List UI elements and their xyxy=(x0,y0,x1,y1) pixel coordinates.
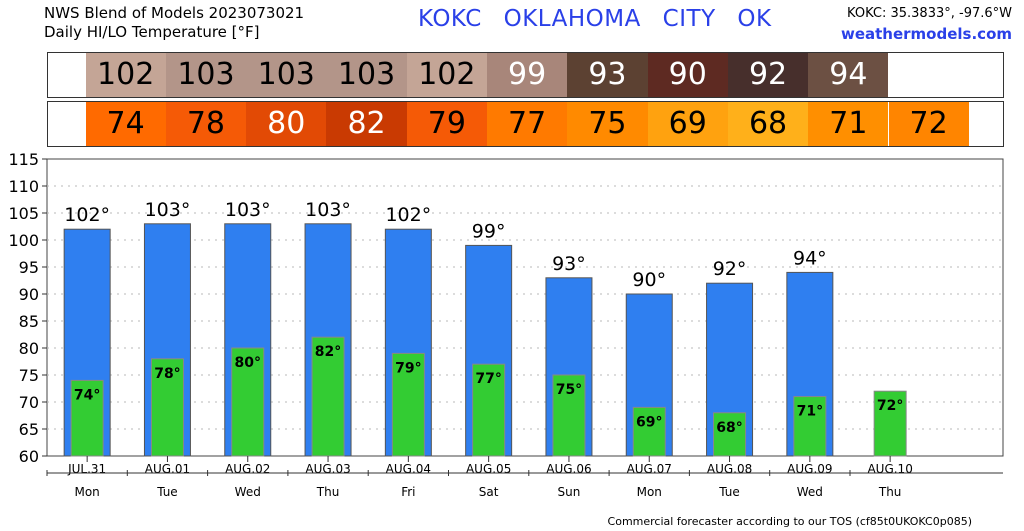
hi-strip-cell: 103 xyxy=(326,53,407,97)
y-tick-label: 100 xyxy=(8,231,39,250)
plot-area xyxy=(46,158,1004,457)
lo-data-label: 75° xyxy=(556,382,582,398)
lo-bar xyxy=(552,374,586,457)
x-tick-label: AUG.03 xyxy=(305,462,350,476)
lo-bar xyxy=(231,347,265,457)
hi-strip-cell: 103 xyxy=(165,53,247,97)
lo-bar xyxy=(150,358,184,457)
x-tick-label: AUG.01 xyxy=(145,462,190,476)
hi-strip-cell: 92 xyxy=(727,53,809,97)
y-tick-label: 115 xyxy=(8,150,39,169)
site-link[interactable]: weathermodels.com xyxy=(840,25,1012,43)
x-day-label: Fri xyxy=(401,485,415,499)
hi-strip-cell: 90 xyxy=(647,53,728,97)
hi-data-label: 94° xyxy=(793,247,827,269)
x-tick-label: AUG.07 xyxy=(627,462,672,476)
lo-data-label: 68° xyxy=(716,420,742,436)
hi-data-label: 92° xyxy=(713,258,747,280)
lo-bar xyxy=(391,352,425,457)
station-name: KOKC OKLAHOMA CITY OK xyxy=(418,6,772,32)
y-tick-label: 80 xyxy=(19,339,39,358)
hi-strip-cell: 93 xyxy=(567,53,648,97)
x-day-label: Tue xyxy=(718,485,740,499)
hi-data-label: 103° xyxy=(145,199,191,221)
y-tick-label: 60 xyxy=(19,447,39,466)
x-day-label: Sat xyxy=(479,485,499,499)
x-tick-label: AUG.02 xyxy=(225,462,270,476)
hi-strip-cell: 94 xyxy=(808,53,889,97)
hi-temperature-strip: 102 103 103 103 102 99 93 90 92 94 xyxy=(47,52,1004,98)
x-day-label: Mon xyxy=(637,485,662,499)
lo-bar xyxy=(632,406,666,457)
x-day-label: Mon xyxy=(74,485,99,499)
lo-strip-cell: 74 xyxy=(85,102,166,146)
lo-data-label: 78° xyxy=(154,366,180,382)
x-tick-label: JUL.31 xyxy=(67,462,106,476)
hi-data-label: 99° xyxy=(472,220,506,242)
y-tick-label: 65 xyxy=(19,420,39,439)
lo-data-label: 82° xyxy=(315,344,341,360)
title-line-1: NWS Blend of Models 2023073021 xyxy=(44,4,305,22)
title-line-2: Daily HI/LO Temperature [°F] xyxy=(44,23,260,41)
y-tick-label: 75 xyxy=(19,366,39,385)
hi-strip-cell: 103 xyxy=(246,53,327,97)
x-tick-label: AUG.04 xyxy=(386,462,431,476)
lo-strip-cell: 79 xyxy=(406,102,487,146)
lo-data-label: 79° xyxy=(395,360,421,376)
lo-data-label: 80° xyxy=(235,355,261,371)
lo-data-label: 71° xyxy=(797,404,823,420)
y-tick-label: 90 xyxy=(19,285,39,304)
x-tick-label: AUG.10 xyxy=(867,462,912,476)
lo-bar xyxy=(70,379,104,457)
hi-data-label: 102° xyxy=(64,204,110,226)
x-day-label: Wed xyxy=(797,485,823,499)
lo-data-label: 74° xyxy=(74,387,100,403)
x-tick-label: AUG.08 xyxy=(707,462,752,476)
lo-strip-cell: 68 xyxy=(727,102,809,146)
hi-data-label: 103° xyxy=(225,199,271,221)
lo-strip-cell: 78 xyxy=(165,102,247,146)
hi-strip-cell: 99 xyxy=(487,53,568,97)
hi-data-label: 90° xyxy=(632,269,666,291)
station-coords: KOKC: 35.3833°, -97.6°W xyxy=(847,6,1012,21)
x-day-label: Wed xyxy=(235,485,261,499)
lo-bar xyxy=(713,412,747,457)
y-tick-label: 85 xyxy=(19,312,39,331)
y-tick-label: 95 xyxy=(19,258,39,277)
hi-data-label: 102° xyxy=(385,204,431,226)
lo-strip-cell: 75 xyxy=(567,102,648,146)
x-day-label: Sun xyxy=(558,485,581,499)
x-tick-label: AUG.06 xyxy=(546,462,591,476)
hi-strip-cell: 102 xyxy=(406,53,487,97)
hi-data-label: 103° xyxy=(305,199,351,221)
y-tick-label: 110 xyxy=(8,177,39,196)
hi-strip-cell: 102 xyxy=(85,53,166,97)
lo-data-label: 69° xyxy=(636,414,662,430)
y-tick-label: 105 xyxy=(8,204,39,223)
station-info: KOKC: 35.3833°, -97.6°W weathermodels.co… xyxy=(841,4,1012,44)
lo-strip-cell: 69 xyxy=(647,102,728,146)
lo-strip-cell: 72 xyxy=(888,102,969,146)
lo-temperature-strip: 74 78 80 82 79 77 75 69 68 71 72 xyxy=(47,101,1004,147)
lo-strip-cell: 77 xyxy=(487,102,568,146)
lo-data-label: 77° xyxy=(475,371,501,387)
lo-strip-cell: 80 xyxy=(246,102,327,146)
lo-strip-cell: 71 xyxy=(808,102,889,146)
footer-note: Commercial forecaster according to our T… xyxy=(607,515,972,528)
x-tick-label: AUG.05 xyxy=(466,462,511,476)
y-tick-label: 70 xyxy=(19,393,39,412)
x-day-label: Thu xyxy=(878,485,902,499)
lo-data-label: 72° xyxy=(877,398,903,414)
lo-strip-cell: 82 xyxy=(326,102,407,146)
hi-data-label: 93° xyxy=(552,253,586,275)
lo-bar xyxy=(873,390,907,457)
x-day-label: Thu xyxy=(316,485,340,499)
x-day-label: Tue xyxy=(156,485,178,499)
x-tick-label: AUG.09 xyxy=(787,462,832,476)
chart-title: NWS Blend of Models 2023073021 Daily HI/… xyxy=(44,4,304,42)
